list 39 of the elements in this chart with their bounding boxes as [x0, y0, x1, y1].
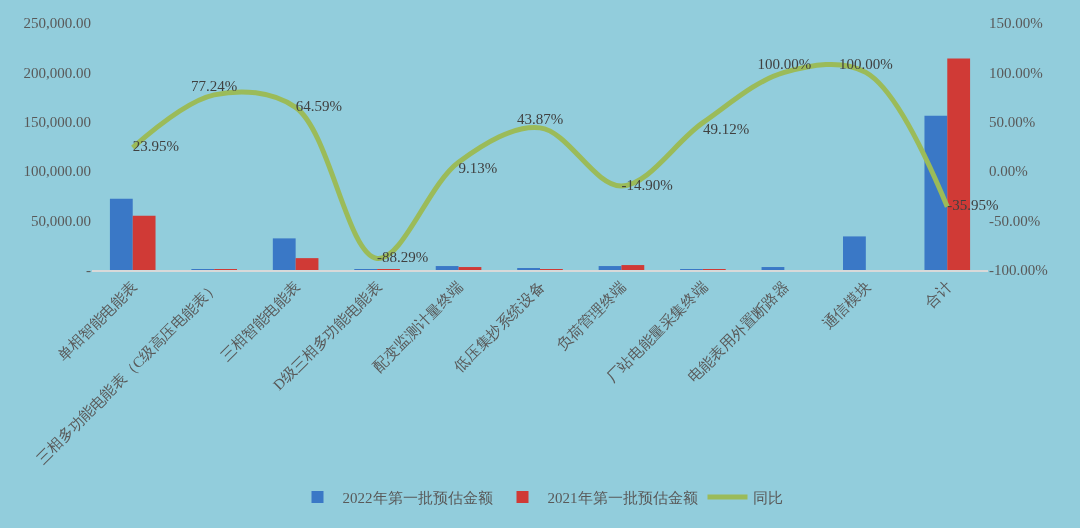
bar [295, 258, 319, 270]
bar [621, 265, 645, 270]
y2-tick-label: 100.00% [989, 64, 1043, 81]
y2-tick-label: 150.00% [989, 15, 1043, 32]
data-label: -88.29% [377, 249, 429, 266]
bar [924, 115, 948, 270]
y2-tick-label: -100.00% [989, 262, 1048, 279]
y-tick-label: 150,000.00 [23, 114, 91, 131]
bar [132, 215, 156, 270]
y2-tick-label: -50.00% [989, 212, 1041, 229]
data-label: 100.00% [757, 55, 812, 72]
y-tick-label: - [86, 262, 91, 279]
y2-tick-label: 0.00% [989, 163, 1028, 180]
data-label: -14.90% [621, 176, 673, 193]
data-label: 64.59% [295, 98, 342, 115]
bar [843, 236, 866, 270]
y-tick-label: 200,000.00 [23, 64, 91, 81]
legend-label: 同比 [752, 489, 783, 506]
y-tick-label: 50,000.00 [31, 212, 91, 229]
x-tick-label: 负荷管理终端 [553, 278, 629, 354]
data-label: 23.95% [132, 138, 179, 155]
y2-tick-label: 50.00% [989, 114, 1036, 131]
bar [109, 198, 133, 270]
bar [458, 267, 482, 270]
bar [598, 266, 622, 270]
data-label: 77.24% [191, 78, 238, 95]
data-label: 100.00% [838, 55, 893, 72]
y-tick-label: 100,000.00 [23, 163, 91, 180]
bar [435, 266, 459, 270]
bar [272, 238, 296, 270]
x-tick-label: 合计 [922, 278, 955, 312]
y-tick-label: 250,000.00 [23, 15, 91, 32]
x-tick-label: 通信模块 [819, 278, 874, 333]
bar [761, 267, 785, 270]
data-label: 43.87% [516, 111, 564, 128]
data-label: 9.13% [458, 160, 498, 177]
legend-label: 2022年第一批预估金额 [342, 489, 493, 506]
legend-label: 2021年第一批预估金额 [547, 489, 698, 506]
data-label: 49.12% [702, 120, 750, 137]
